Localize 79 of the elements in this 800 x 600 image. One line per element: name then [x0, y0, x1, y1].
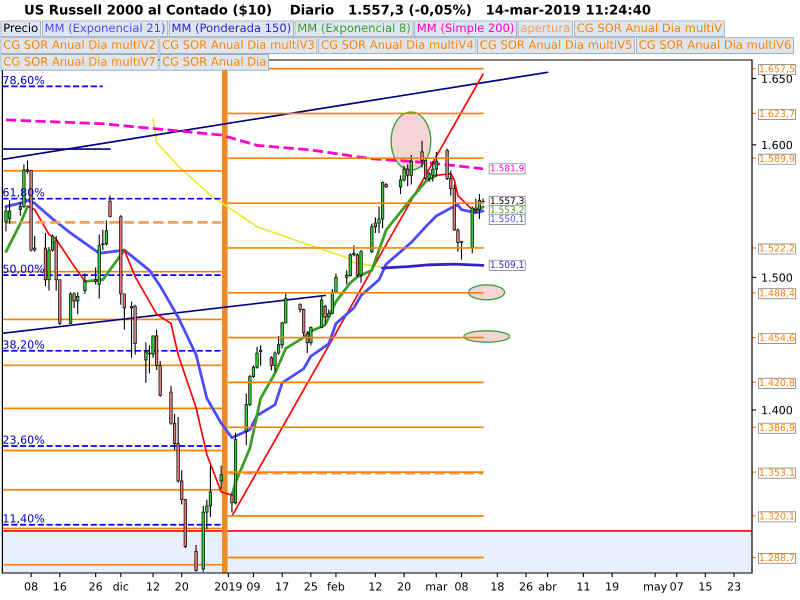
data-label: 1.509,1 [490, 261, 524, 269]
x-tick-label: 18 [492, 582, 504, 591]
annotation: CG SOR Anual Dia multiV7 [4, 56, 155, 66]
candlestick [144, 342, 148, 384]
x-tick-label: 15 [700, 582, 712, 591]
x-tick-label: 16 [54, 582, 66, 591]
annotation: 23,60% [3, 435, 44, 445]
chart-subtitle: Diario 1.557,3 (-0,05%) 14-mar-2019 11:24:40 [290, 4, 650, 16]
text: CG SOR Anual Dia multiV4 [322, 40, 473, 49]
candlestick [8, 200, 12, 224]
y2-tick-label: 1.288,7 [760, 554, 794, 562]
candlestick [406, 164, 410, 187]
x-tick-label: dic [113, 582, 128, 591]
x-tick-label: 17 [276, 582, 288, 590]
x-tick-label: 09 [247, 582, 260, 591]
text: CG SOR Anual Dia multiV2 [4, 40, 155, 49]
x-tick-label: feb [327, 582, 344, 591]
x-tick-label: 08 [24, 582, 38, 591]
y2-tick-label: 1.488,4 [760, 289, 794, 298]
x-tick-label: 25 [304, 582, 317, 591]
y-tick-label: 1.400 [762, 406, 792, 414]
y2-tick-label: 1.623,7 [760, 110, 794, 118]
y2-tick-label: 1.320,1 [760, 512, 794, 521]
y2-tick-label: 1.386,9 [760, 424, 794, 432]
candlestick [334, 272, 338, 293]
data-label: 1.581,9 [490, 164, 524, 172]
x-tick-label: 23 [728, 582, 740, 591]
x-tick-label: 19 [606, 582, 618, 591]
x-tick-label: 11 [578, 582, 590, 590]
y2-tick-label: 1.420,8 [760, 378, 794, 388]
x-tick-label: may [644, 584, 667, 593]
x-tick-label: 12 [147, 582, 159, 590]
text: apertura [521, 24, 570, 34]
data-label: 1.550,1 [490, 215, 524, 223]
x-tick-label: 2019 [215, 582, 242, 591]
candlestick [410, 154, 413, 186]
text: MM (Ponderada 150) [172, 23, 290, 34]
y2-tick-label: 1.353,1 [760, 468, 794, 477]
text: CG SOR Anual Dia multiV3 [162, 40, 314, 49]
text: CG SOR Anual Dia multiV [577, 23, 722, 32]
annotation: CG SOR Anual Dia [162, 56, 266, 66]
x-tick-label: 20 [175, 582, 188, 591]
text: MM (Exponencial 21) [46, 23, 164, 34]
y-tick-label: 1.500 [762, 273, 792, 282]
candlestick [220, 464, 223, 490]
text: 1.557,3 [490, 197, 524, 205]
annotation: 38,20% [3, 340, 44, 350]
text: MM (Exponencial 8) [298, 23, 410, 34]
candlestick [434, 151, 438, 178]
x-tick-label: 26 [89, 582, 102, 591]
y2-tick-label: 1.454,6 [760, 334, 794, 342]
text: CG SOR Anual Dia multiV6 [639, 40, 791, 49]
candlestick [259, 344, 262, 366]
y2-tick-label: 1.589,9 [760, 154, 794, 163]
candlestick [270, 356, 273, 371]
annotation: 78,60% [3, 76, 44, 86]
x-tick-label: 08 [455, 582, 468, 591]
text: MM (Simple 200) [418, 23, 514, 34]
x-tick-label: 20 [398, 582, 410, 591]
chart-title: US Russell 2000 al Contado ($10) [25, 4, 271, 16]
x-tick-label: 26 [520, 582, 532, 591]
candlestick [104, 220, 108, 246]
data-label: 1.553,2 [490, 206, 524, 214]
x-tick-label: 12 [370, 582, 382, 590]
candlestick [83, 272, 86, 294]
annotation: 11,40% [4, 514, 44, 524]
text: CG SOR Anual Dia multiV5 [480, 40, 632, 49]
x-tick-label: 07 [670, 582, 683, 591]
x-tick-label: abr [539, 582, 557, 591]
candlestick [76, 292, 80, 315]
candlestick [359, 250, 363, 284]
line-series [436, 172, 477, 212]
text: Precio [4, 23, 38, 32]
candlestick [108, 194, 112, 218]
y2-tick-label: 1.522,2 [760, 244, 794, 253]
y2-tick-label: 1.657,5 [760, 65, 794, 74]
y-tick-label: 1.600 [762, 140, 792, 150]
x-tick-label: mar [426, 584, 448, 591]
line-series [4, 118, 484, 170]
